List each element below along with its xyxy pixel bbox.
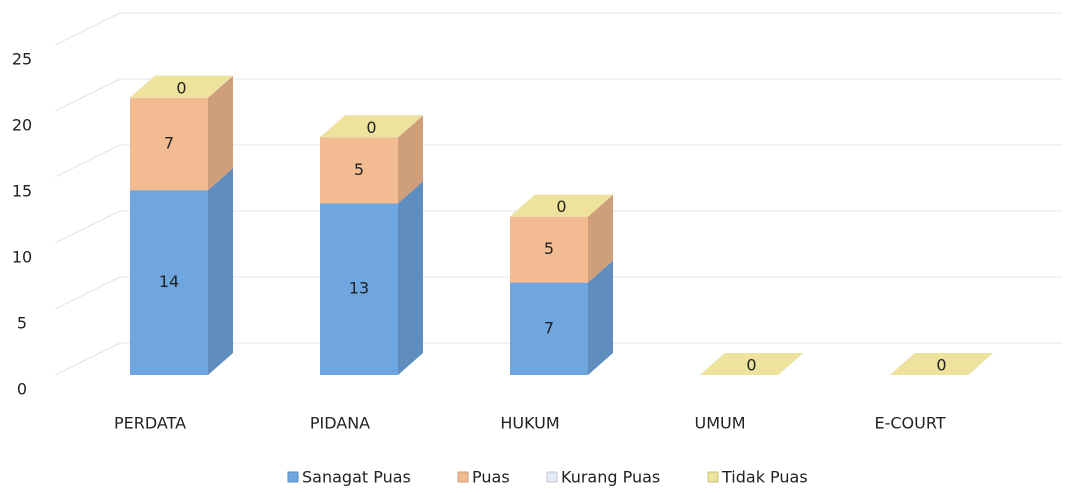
- y-tick-label: 10: [12, 248, 32, 267]
- data-label: 0: [176, 78, 186, 97]
- grid-line: [54, 78, 1062, 112]
- x-tick-label: PIDANA: [310, 414, 370, 433]
- legend-swatch: [287, 471, 299, 483]
- x-tick-label: PERDATA: [114, 414, 186, 433]
- bar-side: [398, 181, 423, 375]
- data-label: 7: [164, 134, 174, 153]
- data-label: 0: [556, 197, 566, 216]
- bar-side: [588, 260, 613, 375]
- data-label: 5: [544, 239, 554, 258]
- bar-segment: [890, 353, 993, 375]
- bar-front: [510, 282, 588, 375]
- legend-swatch: [707, 471, 719, 483]
- y-tick-label: 25: [12, 50, 32, 69]
- data-label: 13: [349, 279, 369, 298]
- bar-front: [130, 97, 208, 191]
- bar-top: [130, 75, 233, 98]
- data-label: 0: [366, 118, 376, 137]
- bar-front: [320, 137, 398, 204]
- grid-line: [54, 210, 1062, 244]
- bar-segment: [700, 353, 803, 375]
- bar-segment: [320, 115, 423, 138]
- bar-side: [588, 194, 613, 283]
- bar-top: [320, 115, 423, 138]
- grid-line: [54, 342, 1062, 376]
- bar-front: [320, 203, 398, 375]
- x-tick-label: UMUM: [694, 414, 745, 433]
- bar-top: [510, 194, 613, 217]
- data-label: 0: [746, 356, 756, 375]
- y-tick-label: 0: [17, 380, 27, 399]
- bar-segment: [510, 194, 613, 217]
- bar-segment: [130, 75, 233, 191]
- data-label: 5: [354, 160, 364, 179]
- y-tick-label: 15: [12, 182, 32, 201]
- legend-label: Puas: [472, 468, 510, 487]
- data-label: 0: [936, 356, 946, 375]
- grid-line: [54, 144, 1062, 178]
- y-tick-label: 20: [12, 116, 32, 135]
- y-tick-label: 5: [17, 314, 27, 333]
- bar-side: [208, 168, 233, 375]
- x-tick-label: E-COURT: [874, 414, 945, 433]
- bar-side: [208, 75, 233, 191]
- bar-segment: [130, 75, 233, 98]
- data-label: 14: [159, 272, 179, 291]
- bar-top: [700, 353, 803, 375]
- legend-label: Kurang Puas: [561, 468, 660, 487]
- bar-side: [398, 115, 423, 204]
- bar-segment: [320, 181, 423, 375]
- legend-swatch: [546, 471, 558, 483]
- bar-front: [510, 216, 588, 283]
- legend-swatch: [457, 471, 469, 483]
- bar-segment: [130, 168, 233, 375]
- x-tick-label: HUKUM: [500, 414, 559, 433]
- bar-front: [130, 190, 208, 375]
- legend-label: Tidak Puas: [721, 468, 808, 487]
- grid-line: [54, 276, 1062, 310]
- bar-top: [890, 353, 993, 375]
- legend-label: Sanagat Puas: [302, 468, 411, 487]
- grid-line: [54, 12, 1062, 46]
- data-label: 7: [544, 318, 554, 337]
